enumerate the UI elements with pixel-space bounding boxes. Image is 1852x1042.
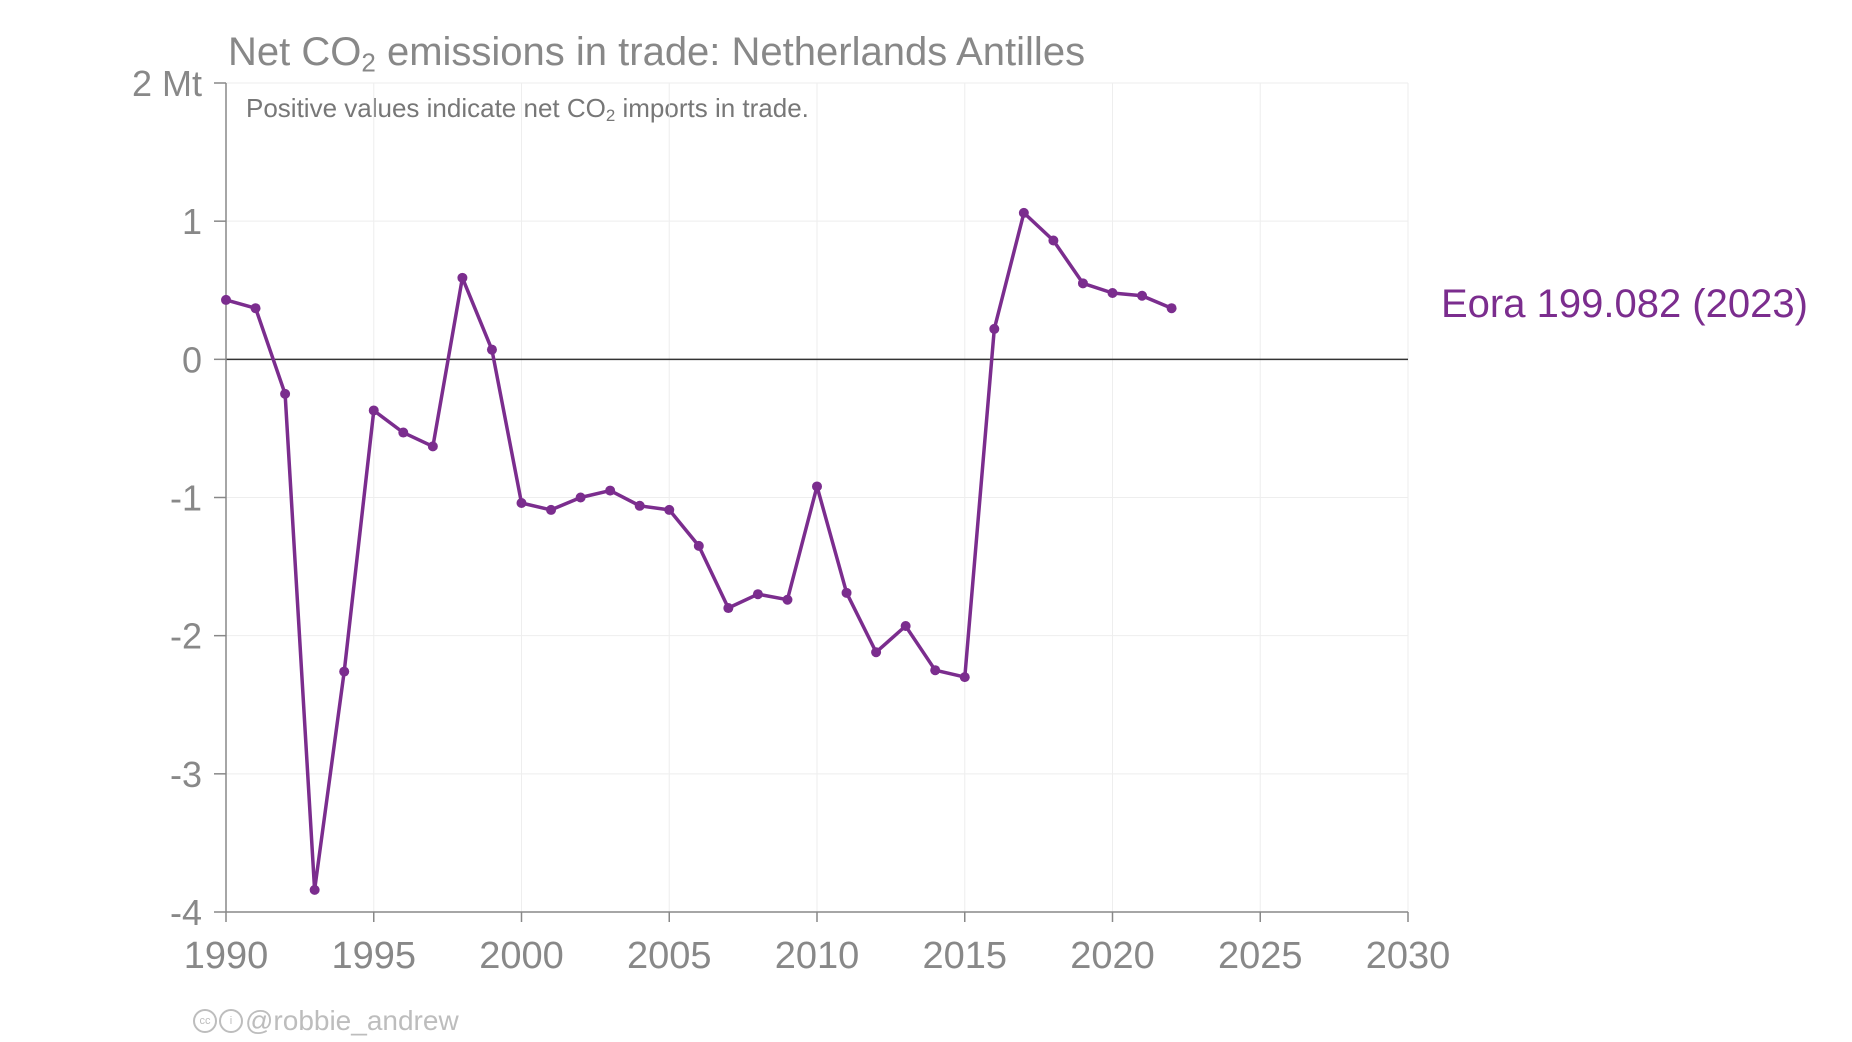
x-tick-label: 1990 (184, 935, 269, 977)
data-point (930, 665, 941, 676)
gridlines (225, 82, 1409, 913)
y-tick-label: 1 (182, 201, 202, 242)
y-tick-label: -2 (170, 616, 202, 657)
data-point (516, 498, 527, 509)
data-point (782, 594, 793, 605)
y-tick-label: -4 (170, 892, 202, 933)
x-tick-label: 1995 (331, 935, 416, 977)
data-point (959, 672, 970, 683)
data-series (221, 207, 1177, 895)
data-point (693, 540, 704, 551)
data-point (250, 303, 261, 314)
y-tick-label: -1 (170, 478, 202, 519)
y-tick-label: 0 (182, 339, 202, 380)
data-point (841, 587, 852, 598)
data-point (605, 485, 616, 496)
y-tick-label: -3 (170, 754, 202, 795)
credit: cc i @robbie_andrew (193, 1005, 459, 1037)
data-point (368, 405, 379, 416)
chart-title: Net CO2 emissions in trade: Netherlands … (228, 30, 1086, 78)
data-point (1048, 235, 1059, 246)
data-point (752, 589, 763, 600)
data-point (1077, 278, 1088, 289)
data-point (309, 884, 320, 895)
x-tick-label: 2015 (922, 935, 1007, 977)
y-tick-label: 2 Mt (132, 63, 202, 104)
x-tick-label: 2005 (627, 935, 712, 977)
x-tick-label: 2000 (479, 935, 564, 977)
data-point (1137, 290, 1148, 301)
data-point (427, 441, 438, 452)
x-axis-ticks: 1990 1995 2000 2005 2010 2015 2020 2025 2030 (184, 912, 1451, 977)
attribution-icon: i (219, 1009, 243, 1033)
data-point (221, 294, 231, 305)
credit-handle: @robbie_andrew (245, 1005, 459, 1036)
series-line (225, 211, 1173, 892)
data-point (723, 603, 734, 614)
series-label: Eora 199.082 (2023) (1441, 282, 1808, 326)
data-point (664, 504, 675, 515)
x-tick-label: 2010 (775, 935, 860, 977)
data-point (575, 492, 586, 503)
data-point (457, 272, 468, 283)
data-point (486, 344, 497, 355)
data-point (398, 427, 409, 438)
x-tick-label: 2030 (1366, 935, 1451, 977)
data-point (1018, 207, 1029, 218)
data-point (1166, 303, 1177, 314)
data-point (812, 481, 822, 492)
data-point (1107, 288, 1118, 299)
y-axis-ticks: -4 -3 -2 -1 0 1 2 Mt (132, 63, 226, 933)
data-point (339, 666, 350, 677)
data-point (900, 620, 911, 631)
chart-subtitle: Positive values indicate net CO2 imports… (246, 93, 809, 126)
cc-icon: cc (193, 1009, 217, 1033)
x-tick-label: 2025 (1218, 935, 1303, 977)
data-point (280, 388, 291, 399)
data-point (546, 504, 557, 515)
data-point (634, 500, 645, 511)
x-tick-label: 2020 (1070, 935, 1155, 977)
data-point (989, 323, 1000, 334)
data-point (871, 647, 882, 658)
